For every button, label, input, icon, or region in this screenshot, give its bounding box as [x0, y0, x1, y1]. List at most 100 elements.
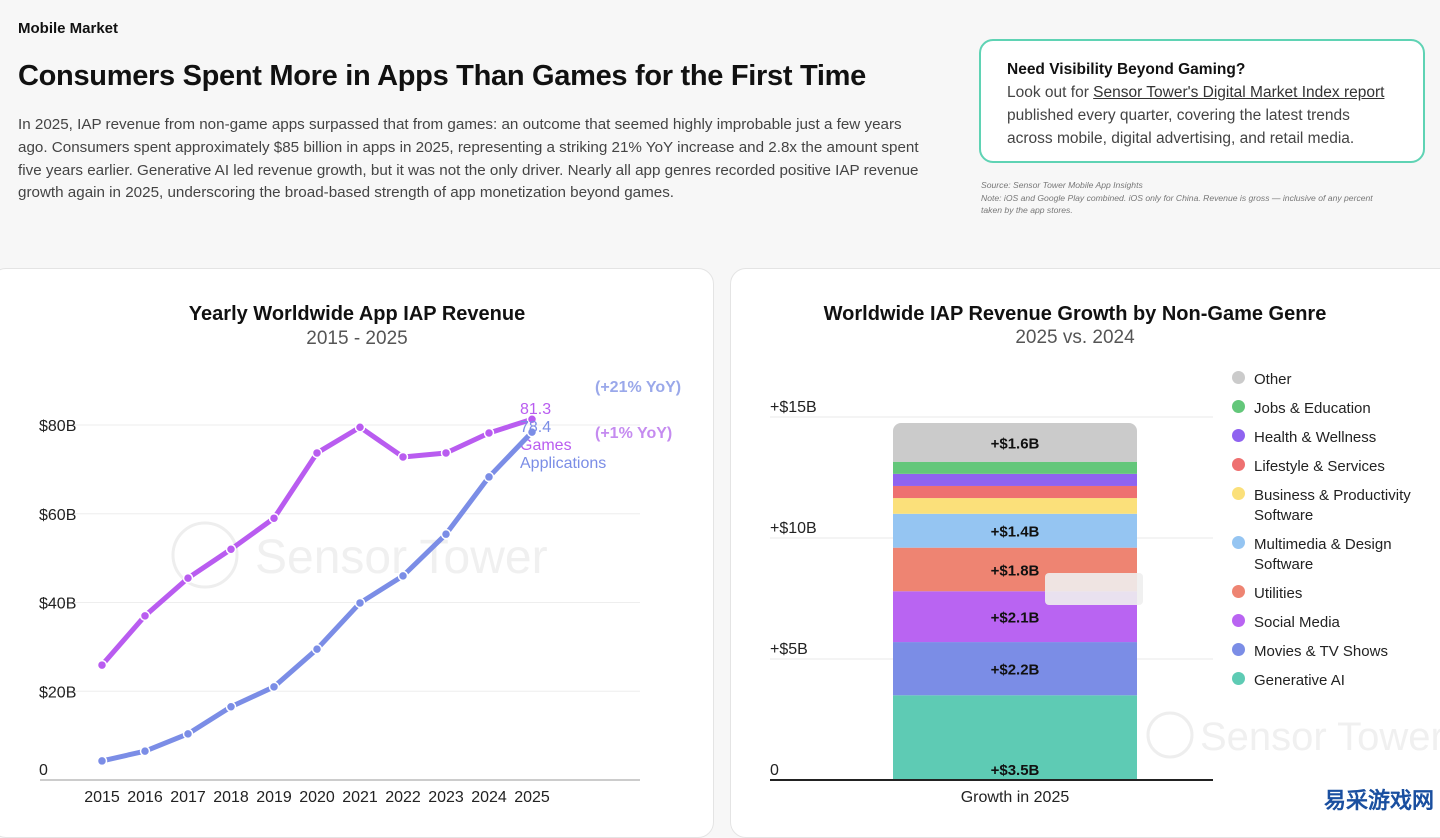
bar-chart-title: Worldwide IAP Revenue Growth by Non-Game…	[823, 303, 1327, 325]
legend-item[interactable]: Lifestyle & Services	[1232, 457, 1440, 477]
y-tick-label: 0	[770, 762, 779, 779]
bar-segment	[893, 485, 1137, 499]
x-tick-label: 2015	[84, 789, 120, 806]
yoy-label: (+21% YoY)	[595, 379, 681, 396]
description: In 2025, IAP revenue from non-game apps …	[18, 116, 919, 202]
data-point	[268, 681, 280, 693]
segment-label: +$1.6B	[991, 435, 1040, 452]
notes: Source: Sensor Tower Mobile App Insights…	[981, 179, 1381, 217]
legend-item[interactable]: Jobs & Education	[1232, 399, 1440, 419]
data-point	[225, 701, 237, 713]
method-note: Note: iOS and Google Play combined. iOS …	[981, 192, 1373, 216]
x-tick-label: 2018	[213, 789, 249, 806]
x-tick-label: 2017	[170, 789, 206, 806]
x-tick-label: 2016	[127, 789, 163, 806]
data-point	[96, 659, 108, 671]
line-chart-panel: Yearly Worldwide App IAP Revenue 2015 - …	[0, 268, 714, 838]
bar-segment	[893, 473, 1137, 486]
y-tick-label: 0	[39, 762, 48, 779]
bar-segment	[893, 695, 1137, 780]
y-tick-label: $20B	[39, 684, 76, 701]
segment-label: +$1.8B	[991, 562, 1040, 579]
bar-segment	[893, 461, 1137, 474]
legend-label: Utilities	[1254, 585, 1303, 602]
dmi-report-link[interactable]: Sensor Tower's Digital Market Index repo…	[1093, 84, 1385, 101]
callout-box: Need Visibility Beyond Gaming? Look out …	[979, 39, 1425, 163]
data-point	[139, 610, 151, 622]
legend-label: Business & Productivity Software	[1254, 487, 1411, 524]
data-point	[311, 643, 323, 655]
end-value-label: 81.3	[520, 401, 551, 418]
legend-item[interactable]: Other	[1232, 370, 1440, 390]
legend-dot-icon	[1232, 672, 1245, 685]
watermark: Sensor Tower	[1200, 715, 1440, 759]
legend-dot-icon	[1232, 643, 1245, 656]
legend-dot-icon	[1232, 487, 1245, 500]
data-point	[354, 421, 366, 433]
x-tick-label: 2024	[471, 789, 507, 806]
legend-item[interactable]: Generative AI	[1232, 671, 1440, 691]
x-tick-label: 2019	[256, 789, 292, 806]
bar-segment	[893, 498, 1137, 514]
legend-item[interactable]: Utilities	[1232, 584, 1440, 604]
line-chart-title: Yearly Worldwide App IAP Revenue	[188, 303, 526, 325]
line-chart-subtitle: 2015 - 2025	[306, 328, 408, 349]
data-point	[225, 544, 237, 555]
data-point	[397, 570, 409, 582]
legend-label: Social Media	[1254, 614, 1340, 631]
legend: Other Jobs & Education Health & Wellness Li…	[1232, 370, 1440, 700]
segment-label: +$2.2B	[991, 662, 1040, 679]
segment-label: +$2.1B	[991, 610, 1040, 627]
bar-segment	[893, 642, 1137, 696]
y-tick-label: $40B	[39, 596, 76, 613]
x-tick-label: 2025	[514, 789, 550, 806]
legend-item[interactable]: Business & Productivity Software	[1232, 486, 1440, 526]
legend-label: Health & Wellness	[1254, 429, 1377, 446]
legend-item[interactable]: Health & Wellness	[1232, 428, 1440, 448]
bar-segment	[893, 513, 1137, 548]
y-tick-label: +$10B	[770, 520, 817, 537]
x-tick-label: 2021	[342, 789, 378, 806]
legend-label: Other	[1254, 371, 1292, 388]
y-tick-label: +$15B	[770, 399, 817, 416]
data-point	[139, 745, 151, 757]
watermark-logo-icon	[1146, 711, 1194, 759]
legend-label: Lifestyle & Services	[1254, 458, 1385, 475]
legend-label: Multimedia & Design Software	[1254, 536, 1392, 573]
site-watermark: 易采游戏网	[1323, 788, 1434, 814]
y-tick-label: $60B	[39, 507, 76, 524]
source-note: Source: Sensor Tower Mobile App Insights	[981, 180, 1143, 190]
data-point	[440, 528, 452, 540]
legend-dot-icon	[1232, 614, 1245, 627]
legend-dot-icon	[1232, 585, 1245, 598]
legend-item[interactable]: Multimedia & Design Software	[1232, 535, 1440, 575]
data-point	[440, 447, 452, 459]
data-point	[96, 755, 108, 767]
x-tick-label: 2023	[428, 789, 464, 806]
tooltip	[1045, 573, 1143, 605]
end-value-label: 78.4	[520, 419, 551, 436]
bar-segment-fill	[893, 433, 1137, 462]
yoy-label: (+1% YoY)	[595, 425, 672, 442]
legend-dot-icon	[1232, 458, 1245, 471]
legend-dot-icon	[1232, 429, 1245, 442]
x-tick-label: 2022	[385, 789, 421, 806]
data-point	[483, 427, 495, 439]
series-label: Applications	[520, 455, 606, 472]
watermark-logo-icon	[171, 521, 239, 589]
data-point	[483, 471, 495, 483]
x-tick-label: 2020	[299, 789, 335, 806]
callout-post: published every quarter, covering the la…	[1007, 107, 1355, 147]
legend-dot-icon	[1232, 536, 1245, 549]
x-category-label: Growth in 2025	[961, 789, 1070, 806]
legend-item[interactable]: Social Media	[1232, 613, 1440, 633]
callout-pre: Look out for	[1007, 84, 1094, 101]
kicker: Mobile Market	[18, 20, 119, 37]
data-point	[182, 728, 194, 740]
legend-dot-icon	[1232, 400, 1245, 413]
legend-item[interactable]: Movies & TV Shows	[1232, 642, 1440, 662]
data-point	[397, 451, 409, 463]
series-label: Games	[520, 437, 572, 454]
data-point	[182, 572, 194, 584]
